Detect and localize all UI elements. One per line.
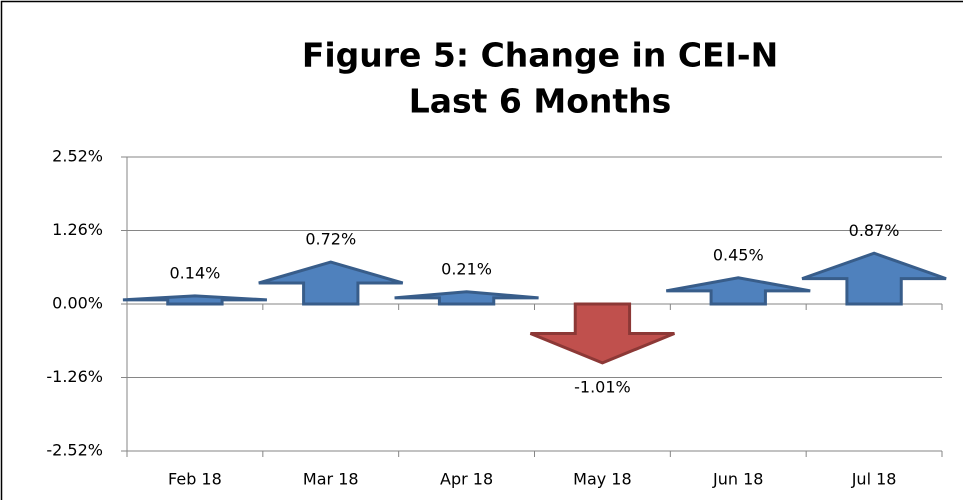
arrow [529, 302, 675, 365]
y-tick-label: -1.26% [46, 367, 103, 386]
x-tick-label: Feb 18 [168, 470, 222, 489]
value-label: -1.01% [574, 377, 631, 396]
arrow [665, 276, 811, 306]
value-label: 0.72% [305, 230, 356, 249]
arrow [801, 251, 947, 306]
y-tick-label: 2.52% [52, 147, 103, 166]
arrow [122, 294, 267, 306]
value-label: 0.14% [170, 263, 221, 282]
x-tick-label: Jun 18 [712, 470, 763, 489]
arrow [394, 290, 539, 306]
x-tick-label: Jul 18 [851, 470, 897, 489]
arrow [258, 260, 404, 306]
y-tick-label: 0.00% [52, 294, 103, 313]
value-label: 0.21% [441, 259, 492, 278]
y-tick-label: 1.26% [52, 220, 103, 239]
chart-title: Figure 5: Change in CEI-N [302, 36, 778, 75]
chart-title: Last 6 Months [409, 82, 672, 121]
x-tick-label: Apr 18 [440, 470, 493, 489]
value-label: 0.45% [713, 245, 764, 264]
value-label: 0.87% [849, 221, 900, 240]
x-tick-label: Mar 18 [303, 470, 359, 489]
x-tick-label: May 18 [573, 470, 632, 489]
y-tick-label: -2.52% [46, 441, 103, 460]
